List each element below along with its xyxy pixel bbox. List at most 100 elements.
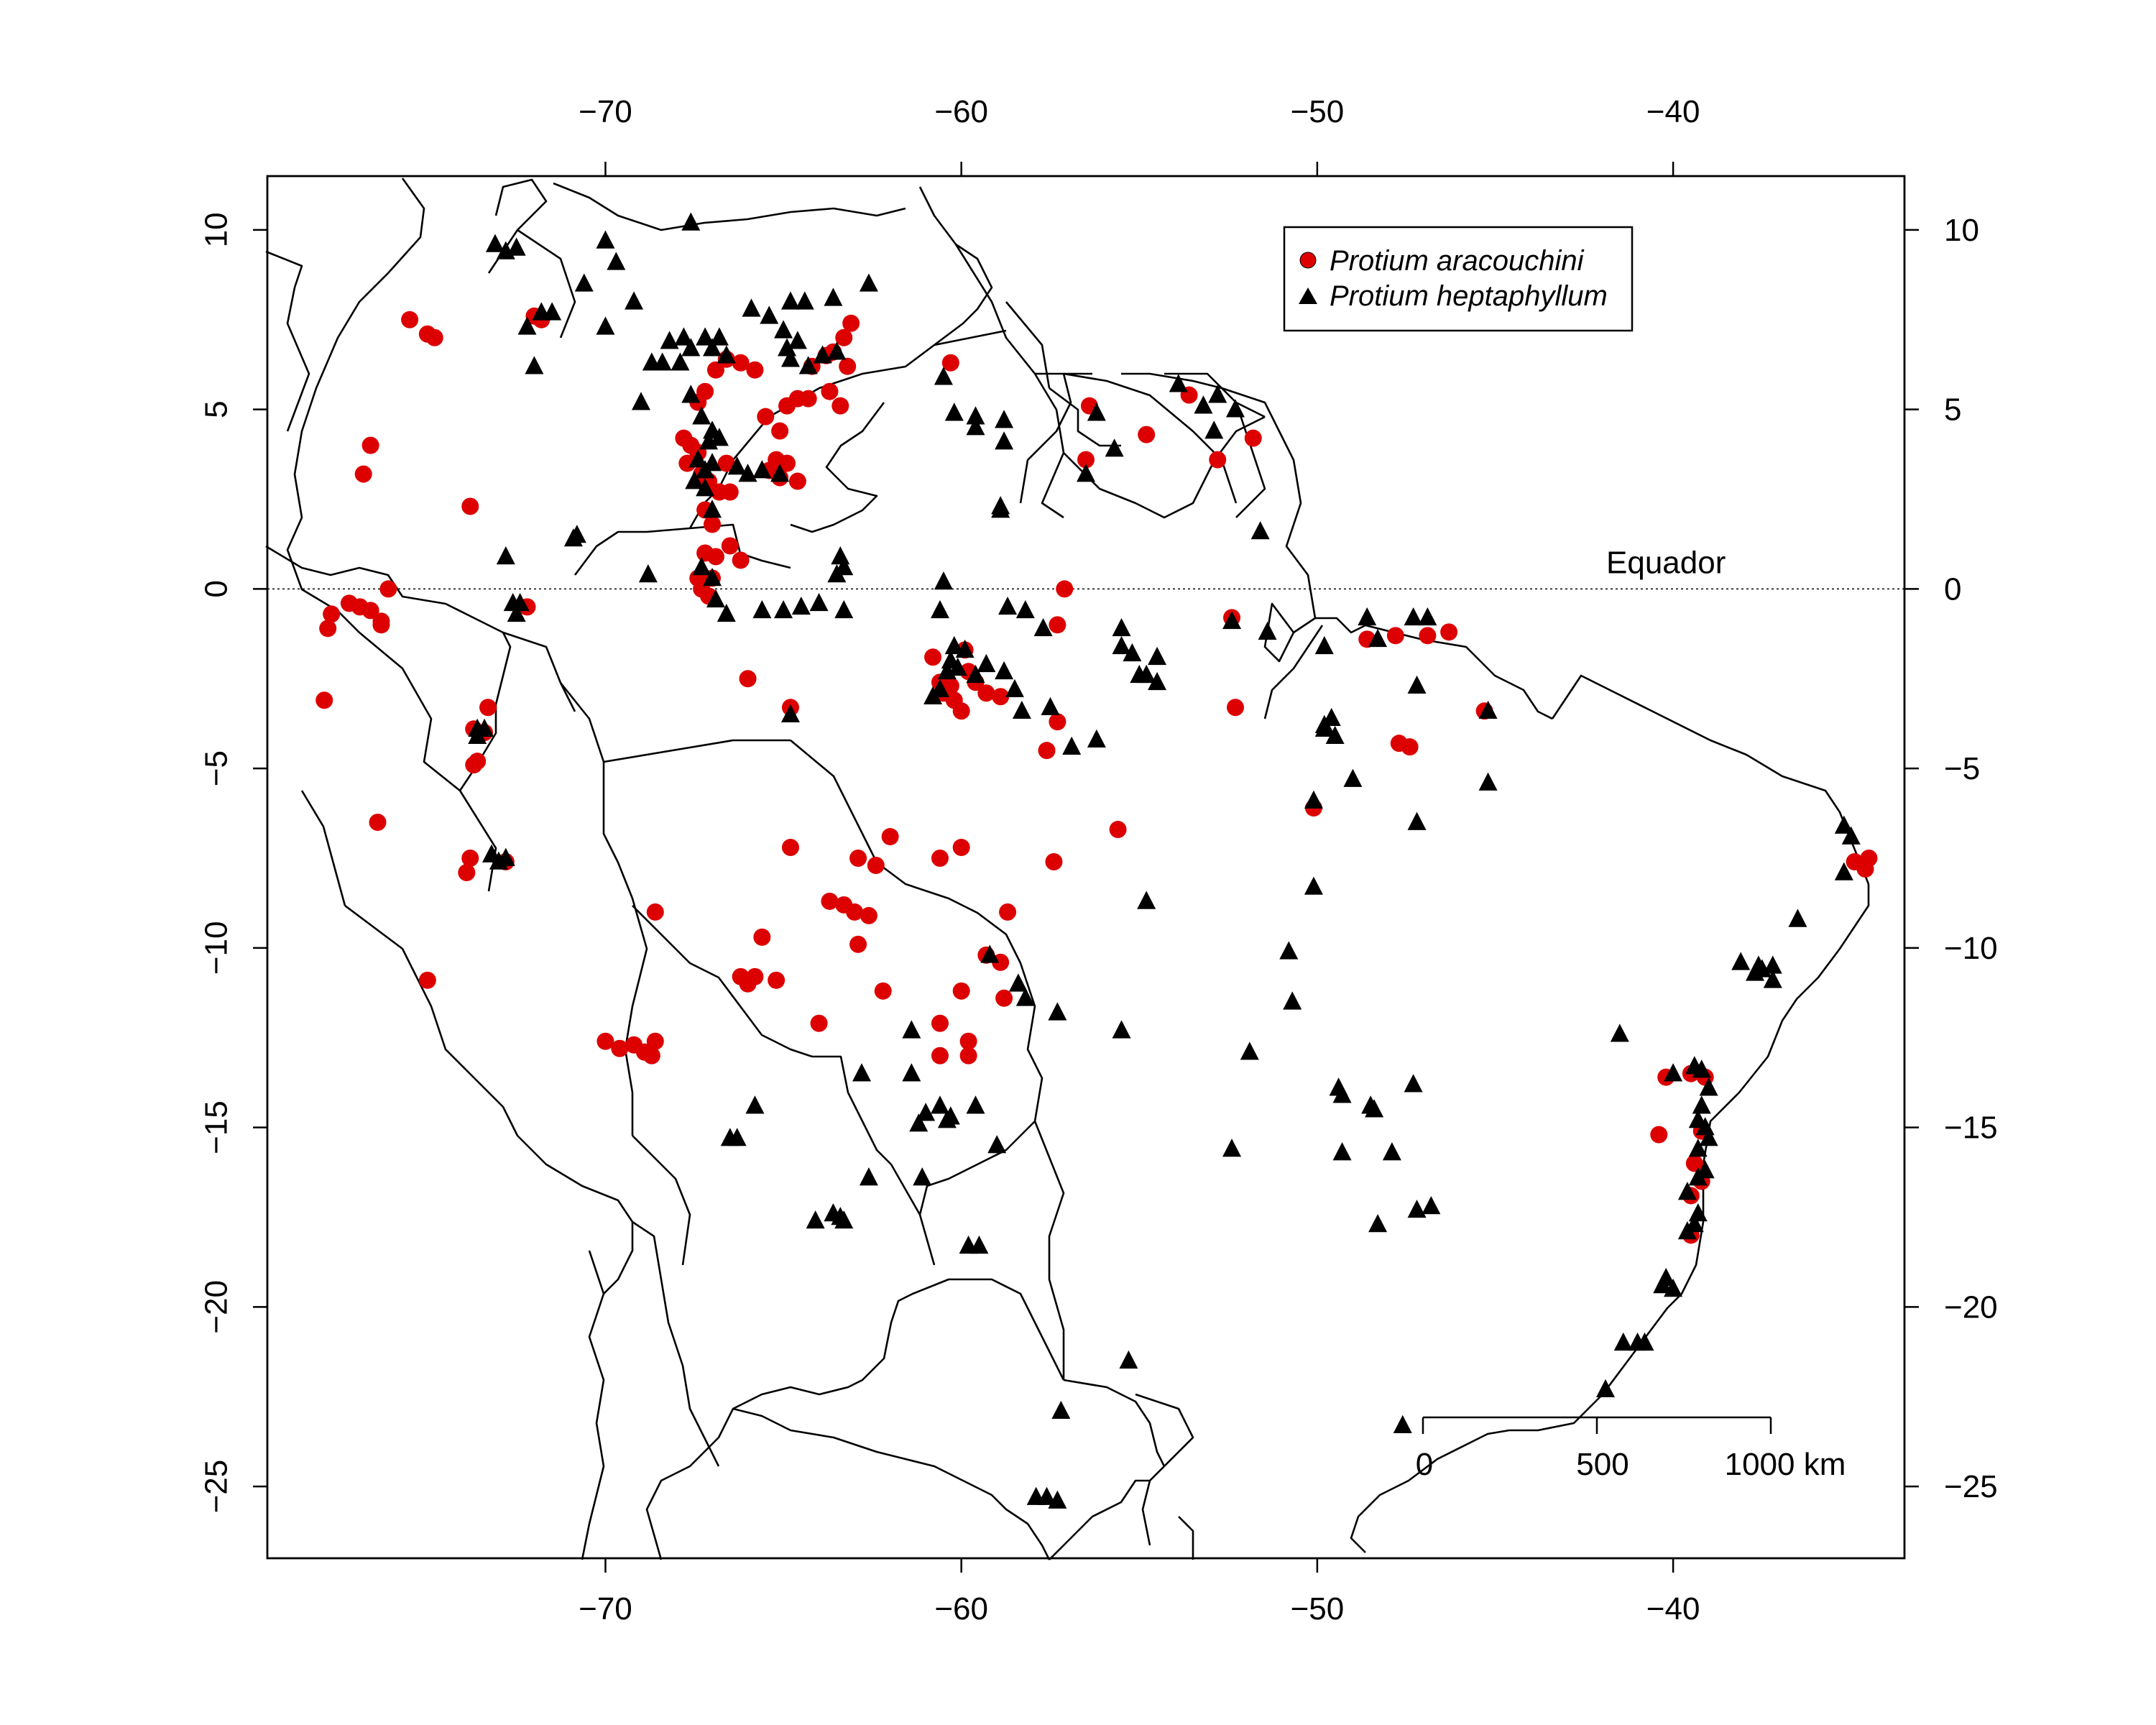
point-heptaphyllum xyxy=(717,603,736,622)
point-heptaphyllum xyxy=(709,428,729,446)
scale-bar-label-1000: 1000 km xyxy=(1725,1447,1846,1482)
point-aracouchini xyxy=(810,1014,828,1032)
point-heptaphyllum xyxy=(831,546,850,565)
point-heptaphyllum xyxy=(727,1128,747,1146)
point-aracouchini xyxy=(1244,429,1262,447)
y-tick-label-left: −25 xyxy=(198,1460,234,1514)
point-heptaphyllum xyxy=(631,392,650,410)
point-heptaphyllum xyxy=(674,327,694,346)
point-heptaphyllum xyxy=(596,230,615,249)
point-heptaphyllum xyxy=(991,500,1010,518)
point-aracouchini xyxy=(1856,860,1874,878)
scale-bar-label-500: 500 xyxy=(1576,1447,1628,1482)
point-heptaphyllum xyxy=(485,234,505,252)
plot-frame xyxy=(266,175,1906,1560)
point-heptaphyllum xyxy=(1112,617,1131,637)
point-heptaphyllum xyxy=(703,453,722,472)
point-heptaphyllum xyxy=(909,1113,929,1132)
point-heptaphyllum xyxy=(653,352,672,371)
point-aracouchini xyxy=(721,483,739,501)
point-heptaphyllum xyxy=(1077,464,1095,482)
point-heptaphyllum xyxy=(1051,1400,1071,1420)
point-heptaphyllum xyxy=(1361,1095,1381,1114)
point-heptaphyllum xyxy=(1628,1332,1647,1351)
point-heptaphyllum xyxy=(1048,1490,1067,1509)
point-aracouchini xyxy=(1440,623,1458,641)
point-heptaphyllum xyxy=(1358,607,1377,626)
point-aracouchini xyxy=(931,1014,949,1032)
scale-bar: 0 500 1000 km xyxy=(1416,1416,1846,1482)
point-heptaphyllum xyxy=(955,639,975,658)
point-heptaphyllum xyxy=(987,1135,1007,1154)
point-aracouchini xyxy=(746,361,764,379)
point-heptaphyllum xyxy=(1314,635,1334,655)
point-heptaphyllum xyxy=(1610,1024,1629,1042)
point-heptaphyllum xyxy=(902,1063,921,1082)
point-heptaphyllum xyxy=(745,1095,765,1114)
point-heptaphyllum xyxy=(1222,1138,1242,1157)
point-heptaphyllum xyxy=(1404,607,1423,626)
point-aracouchini xyxy=(732,551,750,569)
point-heptaphyllum xyxy=(1422,1196,1441,1215)
point-aracouchini xyxy=(1209,451,1227,469)
legend-marker-heptaphyllum xyxy=(1299,288,1317,304)
point-heptaphyllum xyxy=(1112,1020,1131,1039)
point-heptaphyllum xyxy=(806,1210,825,1229)
point-heptaphyllum xyxy=(1407,811,1427,830)
point-aracouchini xyxy=(1045,853,1063,871)
point-aracouchini xyxy=(846,903,864,921)
point-heptaphyllum xyxy=(727,456,747,475)
point-heptaphyllum xyxy=(1685,1214,1704,1233)
point-aracouchini xyxy=(361,436,379,454)
point-heptaphyllum xyxy=(1677,1182,1697,1200)
point-heptaphyllum xyxy=(1688,1203,1708,1222)
point-aracouchini xyxy=(361,602,379,620)
x-tick-label-bottom: −40 xyxy=(1646,1591,1700,1627)
point-aracouchini xyxy=(959,1046,977,1064)
point-heptaphyllum xyxy=(1137,891,1156,909)
coastline-outlines xyxy=(265,178,1870,1560)
point-heptaphyllum xyxy=(1788,908,1807,927)
point-aracouchini xyxy=(319,620,337,638)
y-tick-label-right: −25 xyxy=(1944,1469,1998,1504)
point-heptaphyllum xyxy=(1112,635,1131,655)
point-heptaphyllum xyxy=(1478,772,1498,791)
point-heptaphyllum xyxy=(1169,374,1188,392)
y-tick-label-right: −15 xyxy=(1944,1110,1998,1146)
point-aracouchini xyxy=(931,850,949,868)
point-heptaphyllum xyxy=(827,341,847,360)
point-heptaphyllum xyxy=(660,331,679,349)
point-heptaphyllum xyxy=(934,571,953,590)
point-aracouchini xyxy=(839,357,857,375)
point-heptaphyllum xyxy=(1048,1002,1067,1021)
y-tick-label-right: 5 xyxy=(1944,392,1961,428)
point-heptaphyllum xyxy=(1731,952,1751,970)
point-aracouchini xyxy=(596,1032,614,1050)
point-heptaphyllum xyxy=(1325,725,1345,744)
point-heptaphyllum xyxy=(696,327,715,346)
point-heptaphyllum xyxy=(1749,955,1768,974)
point-aracouchini xyxy=(458,863,476,881)
point-heptaphyllum xyxy=(1105,438,1124,457)
point-heptaphyllum xyxy=(692,557,711,576)
point-aracouchini xyxy=(1386,627,1404,645)
point-heptaphyllum xyxy=(1834,815,1853,834)
point-heptaphyllum xyxy=(1037,1486,1056,1505)
point-aracouchini xyxy=(821,892,839,910)
point-heptaphyllum xyxy=(1033,617,1053,637)
legend-marker-aracouchini xyxy=(1299,252,1317,269)
point-aracouchini xyxy=(1138,426,1156,443)
x-tick-label-top: −70 xyxy=(579,94,632,129)
point-heptaphyllum xyxy=(596,316,615,335)
point-heptaphyllum xyxy=(681,338,701,356)
point-aracouchini xyxy=(611,1039,629,1057)
equator-label: Equador xyxy=(1606,545,1726,580)
point-heptaphyllum xyxy=(788,331,807,349)
point-heptaphyllum xyxy=(742,298,761,317)
legend-label-aracouchini: Protium aracouchini xyxy=(1330,245,1585,277)
point-aracouchini xyxy=(739,975,757,993)
point-heptaphyllum xyxy=(760,305,779,324)
point-heptaphyllum xyxy=(496,546,515,565)
point-aracouchini xyxy=(739,670,757,688)
point-heptaphyllum xyxy=(944,402,964,421)
